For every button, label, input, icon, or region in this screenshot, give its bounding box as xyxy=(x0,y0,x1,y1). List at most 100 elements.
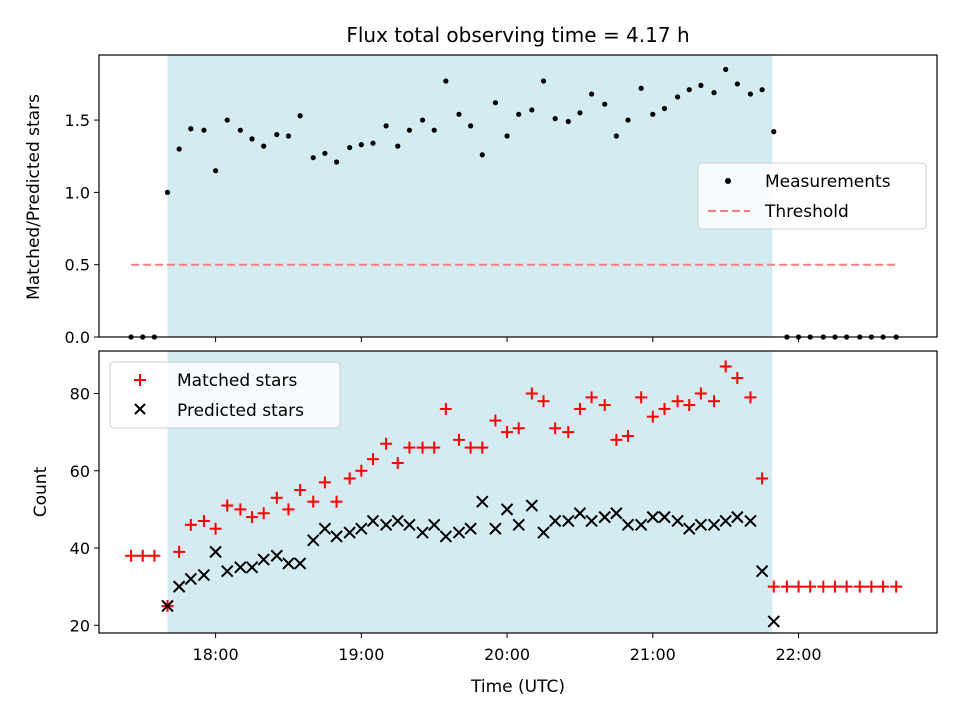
x-tick-label: 18:00 xyxy=(193,645,239,664)
measurement-point xyxy=(504,133,510,139)
matched-star-point xyxy=(380,437,393,450)
bottom-y-ticks: 20 40 60 80 xyxy=(70,384,99,635)
measurement-point xyxy=(638,85,644,91)
matched-star-point xyxy=(683,399,696,412)
matched-star-point xyxy=(865,580,878,593)
predicted-star-point xyxy=(621,518,635,532)
matched-star-point xyxy=(257,507,270,520)
legend-matched-label: Matched stars xyxy=(177,371,297,391)
matched-star-point xyxy=(719,360,732,373)
measurement-point xyxy=(565,118,571,125)
measurement-point xyxy=(759,87,765,93)
predicted-star-point xyxy=(694,518,708,532)
matched-star-point xyxy=(234,503,247,516)
matched-stars-points xyxy=(125,360,903,612)
measurement-point xyxy=(176,146,182,152)
legend-measurements-marker xyxy=(725,178,731,184)
matched-star-point xyxy=(890,580,903,593)
predicted-star-point xyxy=(197,568,211,582)
measurement-point xyxy=(613,133,619,139)
measurement-point xyxy=(771,129,777,135)
measurement-point xyxy=(686,87,692,93)
y-tick-label: 20 xyxy=(70,616,90,635)
x-tick-label: 19:00 xyxy=(338,645,384,664)
measurement-point xyxy=(747,91,754,97)
top-panel-shade xyxy=(167,55,773,337)
matched-star-point xyxy=(501,426,514,439)
measurement-point xyxy=(588,91,595,97)
matched-star-point xyxy=(221,499,234,512)
matched-star-point xyxy=(694,387,707,400)
matched-star-point xyxy=(318,476,331,489)
matched-star-point xyxy=(828,580,841,593)
matched-star-point xyxy=(366,453,379,466)
measurement-point xyxy=(723,66,729,73)
matched-star-point xyxy=(270,491,283,504)
measurement-point xyxy=(552,116,558,122)
matched-star-point xyxy=(439,402,452,415)
predicted-star-point xyxy=(379,518,393,532)
matched-star-point xyxy=(416,441,429,454)
measurement-point xyxy=(310,155,316,161)
measurement-point xyxy=(698,82,704,88)
y-tick-label: 1.5 xyxy=(65,111,90,130)
predicted-star-point xyxy=(767,615,780,628)
measurement-point xyxy=(237,127,243,133)
matched-star-point xyxy=(307,495,320,508)
matched-star-point xyxy=(173,545,186,558)
matched-star-point xyxy=(562,426,575,439)
matched-star-point xyxy=(585,391,598,404)
measurement-point xyxy=(602,101,608,107)
predicted-star-point xyxy=(525,499,539,512)
top-legend-box xyxy=(697,162,927,230)
measurement-point xyxy=(479,152,485,158)
predicted-star-point xyxy=(744,514,757,528)
predicted-star-point xyxy=(184,572,198,586)
measurement-point xyxy=(516,111,522,117)
matched-star-point xyxy=(464,441,477,454)
measurement-point xyxy=(274,131,280,138)
matched-star-point xyxy=(184,518,197,531)
predicted-star-point xyxy=(548,514,562,528)
predicted-star-point xyxy=(512,518,525,532)
measurement-point xyxy=(419,117,426,123)
matched-star-point xyxy=(731,372,744,385)
measurement-point xyxy=(492,100,499,106)
matched-star-point xyxy=(452,433,465,446)
bottom-panel: 20 40 60 80 18:00 19:00 20:00 21:00 22:00 Count… xyxy=(31,350,938,697)
matched-star-point xyxy=(136,549,149,562)
matched-star-point xyxy=(635,391,648,404)
matched-star-point xyxy=(525,387,538,400)
legend-predicted-marker xyxy=(134,403,146,415)
predicted-star-point xyxy=(464,522,477,535)
matched-star-point xyxy=(658,402,671,415)
chart-title: Flux total observing time = 4.17 h xyxy=(346,23,689,47)
predicted-star-point xyxy=(610,507,623,520)
measurement-point xyxy=(261,143,267,149)
x-tick-label: 21:00 xyxy=(630,645,676,664)
y-tick-label: 60 xyxy=(70,462,90,481)
measurement-point xyxy=(540,78,547,84)
predicted-star-point xyxy=(731,510,744,524)
predicted-star-point xyxy=(719,514,732,528)
predicted-stars-points xyxy=(161,495,780,628)
predicted-star-point xyxy=(355,522,368,535)
matched-star-point xyxy=(671,395,684,408)
matched-star-point xyxy=(622,429,635,442)
predicted-star-point xyxy=(282,557,295,570)
bottom-legend: Matched stars Predicted stars xyxy=(109,361,341,429)
matched-star-point xyxy=(792,580,805,593)
bottom-x-ticks: 18:00 19:00 20:00 21:00 22:00 xyxy=(193,633,822,664)
matched-star-point xyxy=(573,402,586,415)
matched-star-point xyxy=(294,484,307,497)
y-tick-label: 1.0 xyxy=(65,183,90,202)
legend-measurements-label: Measurements xyxy=(765,172,891,192)
legend-threshold-label: Threshold xyxy=(764,202,849,222)
matched-star-point xyxy=(610,433,623,446)
matched-star-point xyxy=(355,464,368,477)
measurement-point xyxy=(370,140,376,146)
x-tick-label: 20:00 xyxy=(484,645,530,664)
measurement-point xyxy=(285,133,292,139)
measurement-point xyxy=(383,123,389,129)
